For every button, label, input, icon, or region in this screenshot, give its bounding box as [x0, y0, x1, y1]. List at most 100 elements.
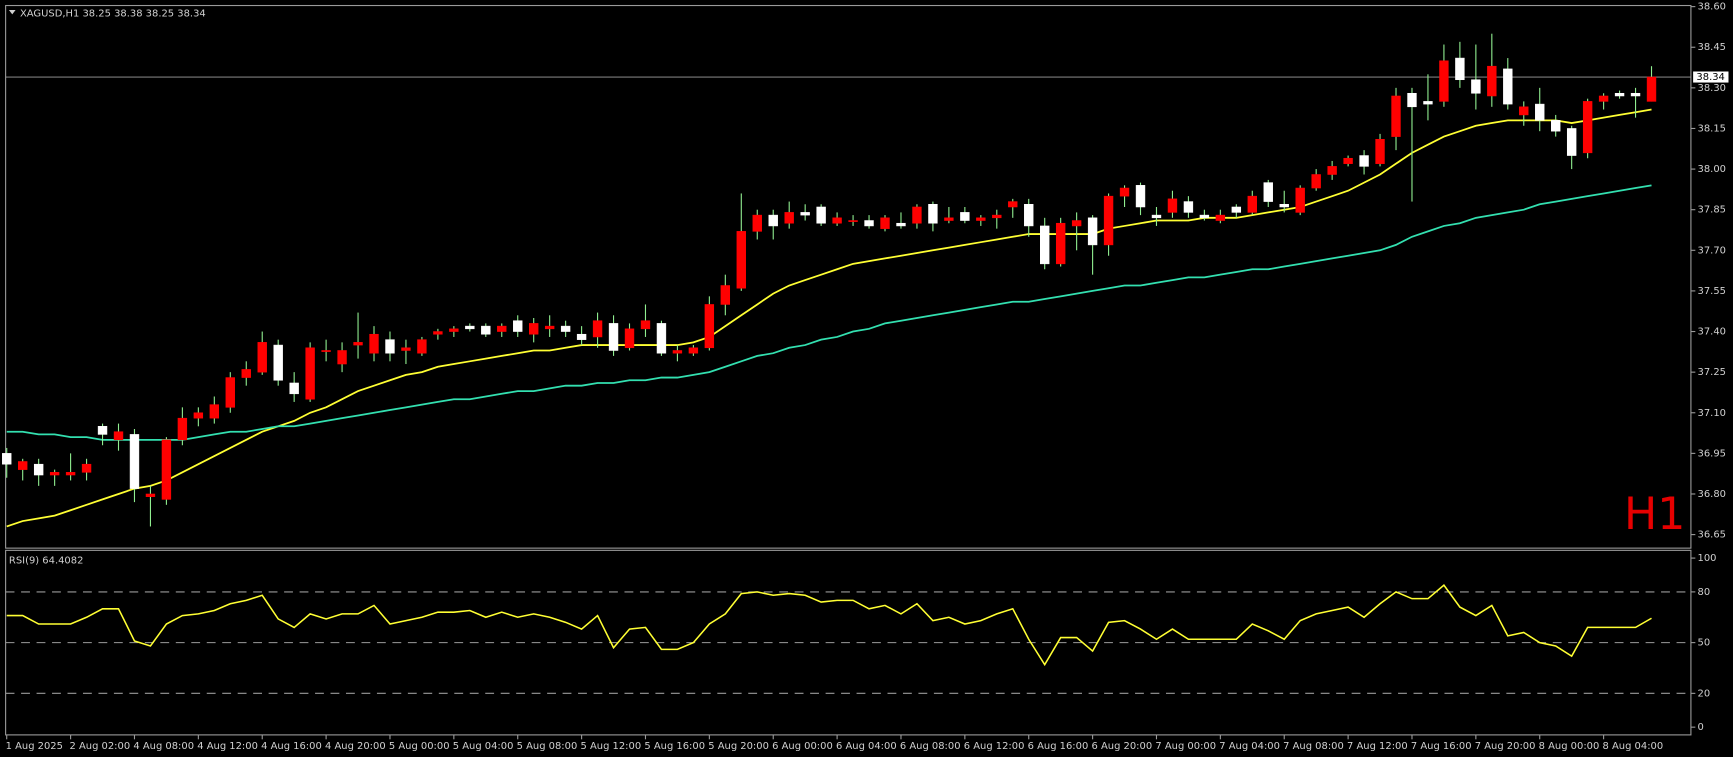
candle-body	[1311, 174, 1321, 189]
candle-body	[17, 461, 28, 470]
candle-body	[369, 333, 379, 354]
candle-body	[704, 304, 715, 349]
candle-body	[1183, 201, 1194, 213]
candle-body	[992, 214, 1002, 219]
candle-body	[113, 431, 124, 441]
candle-body	[816, 206, 826, 224]
x-tick-label: 4 Aug 12:00	[197, 741, 258, 752]
candle-body	[1343, 157, 1353, 164]
candle-body	[1135, 185, 1146, 208]
candle-body	[497, 325, 507, 332]
x-tick-label: 5 Aug 04:00	[453, 741, 514, 752]
y-tick-label: 37.70	[1698, 245, 1726, 256]
x-tick-label: 4 Aug 20:00	[325, 741, 386, 752]
candle-body	[81, 463, 92, 473]
candle-body	[1614, 92, 1625, 97]
candle-body	[1119, 187, 1130, 197]
candle-body	[65, 472, 76, 476]
rsi-line	[6, 584, 1652, 667]
candle-body	[353, 342, 363, 346]
y-tick-label: 20	[1698, 688, 1711, 699]
candle-body	[1040, 225, 1050, 265]
candle-body	[1503, 68, 1513, 105]
y-tick-label: 37.55	[1698, 286, 1726, 297]
candle-body	[449, 328, 459, 332]
candle-body	[417, 339, 427, 354]
candle-body	[736, 231, 746, 289]
candle-body	[161, 439, 172, 500]
candle-body	[49, 472, 60, 476]
candle-body	[129, 434, 140, 489]
x-tick-label: 6 Aug 20:00	[1092, 741, 1153, 752]
x-tick-label: 5 Aug 12:00	[580, 741, 641, 752]
candle-body	[1231, 206, 1242, 213]
candle-body	[592, 320, 603, 338]
candle-body	[896, 222, 906, 227]
candle-body	[1375, 139, 1385, 164]
y-tick-label: 50	[1698, 638, 1711, 649]
candle-body	[1630, 92, 1641, 97]
candle-body	[145, 493, 156, 497]
candle-body	[305, 347, 315, 400]
candle-body	[1199, 214, 1210, 219]
candle-body	[848, 220, 858, 222]
candle-body	[1519, 106, 1529, 116]
candle-body	[1566, 128, 1577, 156]
x-tick-label: 8 Aug 00:00	[1539, 741, 1600, 752]
y-tick-label: 36.65	[1698, 530, 1726, 541]
candle-body	[720, 285, 731, 305]
y-tick-label: 37.85	[1698, 205, 1726, 216]
x-tick-label: 2 Aug 02:00	[69, 741, 130, 752]
candle-body	[672, 350, 683, 354]
candle-body	[1455, 57, 1465, 81]
y-tick-label: 36.95	[1698, 448, 1726, 459]
y-tick-label: 38.30	[1698, 83, 1726, 94]
candle-body	[752, 214, 762, 232]
candle-body	[1247, 195, 1257, 213]
chart-title: XAGUSD,H1 38.25 38.38 38.25 38.34	[20, 8, 206, 19]
candle-body	[1215, 214, 1226, 221]
candle-body	[1327, 166, 1337, 175]
y-tick-label: 36.80	[1698, 489, 1726, 500]
x-tick-label: 5 Aug 08:00	[517, 741, 578, 752]
candle-body	[1024, 204, 1034, 227]
candle-body	[1008, 201, 1018, 208]
x-tick-label: 7 Aug 08:00	[1283, 741, 1344, 752]
candle-body	[688, 347, 699, 354]
y-tick-label: 37.10	[1698, 408, 1726, 419]
candle-body	[1598, 95, 1609, 102]
candle-body	[1423, 101, 1433, 105]
candle-body	[1471, 79, 1481, 94]
candle-body	[225, 377, 235, 408]
candle-body	[832, 217, 842, 224]
candle-body	[880, 217, 890, 229]
candle-body	[385, 339, 395, 354]
candle-body	[401, 347, 411, 351]
candle-body	[177, 417, 188, 441]
x-tick-label: 7 Aug 20:00	[1475, 741, 1536, 752]
candle-body	[976, 217, 986, 221]
candle-body	[800, 212, 810, 216]
candle-body	[241, 369, 251, 378]
candle-body	[1087, 217, 1098, 246]
moving-average	[6, 184, 1652, 441]
candle-body	[864, 220, 874, 227]
candle-body	[1535, 103, 1545, 121]
x-tick-label: 5 Aug 16:00	[644, 741, 705, 752]
candle-body	[608, 323, 619, 351]
candle-body	[289, 382, 299, 395]
candle-body	[1391, 95, 1401, 137]
candle-body	[1151, 214, 1162, 219]
rsi-title: RSI(9) 64.4082	[9, 555, 83, 566]
x-tick-label: 7 Aug 16:00	[1411, 741, 1472, 752]
candle-body	[1103, 195, 1114, 246]
candle-body	[209, 404, 220, 419]
menu-arrow[interactable]	[8, 9, 16, 15]
candle-body	[1407, 92, 1417, 108]
x-tick-label: 4 Aug 08:00	[133, 741, 194, 752]
candle-body	[465, 325, 475, 330]
x-tick-label: 5 Aug 20:00	[708, 741, 769, 752]
timeframe-label: H1	[1624, 489, 1685, 540]
